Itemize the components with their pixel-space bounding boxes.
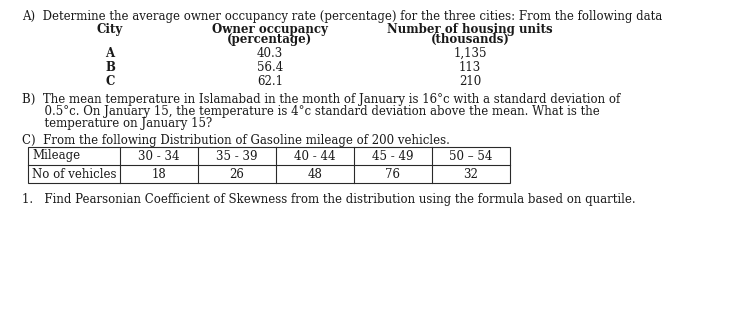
Text: 1.   Find Pearsonian Coefficient of Skewness from the distribution using the for: 1. Find Pearsonian Coefficient of Skewne…	[22, 193, 635, 206]
Text: 56.4: 56.4	[256, 61, 284, 74]
Text: 210: 210	[459, 75, 482, 88]
Text: A)  Determine the average owner occupancy rate (percentage) for the three cities: A) Determine the average owner occupancy…	[22, 10, 662, 23]
Bar	[28, 147, 510, 183]
Text: 48: 48	[308, 167, 322, 180]
Text: C)  From the following Distribution of Gasoline mileage of 200 vehicles.: C) From the following Distribution of Ga…	[22, 134, 450, 147]
Text: 40 - 44: 40 - 44	[294, 150, 336, 163]
Text: 1,135: 1,135	[453, 47, 487, 60]
Text: 30 - 34: 30 - 34	[138, 150, 180, 163]
Text: City: City	[97, 23, 123, 36]
Text: 113: 113	[459, 61, 482, 74]
Text: 18: 18	[152, 167, 166, 180]
Text: 45 - 49: 45 - 49	[372, 150, 414, 163]
Text: 32: 32	[464, 167, 478, 180]
Text: Mileage: Mileage	[32, 150, 80, 163]
Text: Owner occupancy: Owner occupancy	[212, 23, 328, 36]
Text: C: C	[105, 75, 115, 88]
Text: B: B	[105, 61, 115, 74]
Text: 0.5°c. On January 15, the temperature is 4°c standard deviation above the mean. : 0.5°c. On January 15, the temperature is…	[22, 105, 600, 118]
Text: 26: 26	[230, 167, 244, 180]
Text: (thousands): (thousands)	[430, 33, 509, 46]
Text: 50 – 54: 50 – 54	[449, 150, 493, 163]
Text: No of vehicles: No of vehicles	[32, 167, 116, 180]
Text: 40.3: 40.3	[256, 47, 284, 60]
Text: 62.1: 62.1	[257, 75, 283, 88]
Text: 35 - 39: 35 - 39	[216, 150, 258, 163]
Text: A: A	[106, 47, 115, 60]
Text: Number of housing units: Number of housing units	[387, 23, 553, 36]
Text: 76: 76	[386, 167, 400, 180]
Text: temperature on January 15?: temperature on January 15?	[22, 117, 212, 130]
Text: B)  The mean temperature in Islamabad in the month of January is 16°c with a sta: B) The mean temperature in Islamabad in …	[22, 93, 620, 106]
Text: (percentage): (percentage)	[227, 33, 313, 46]
